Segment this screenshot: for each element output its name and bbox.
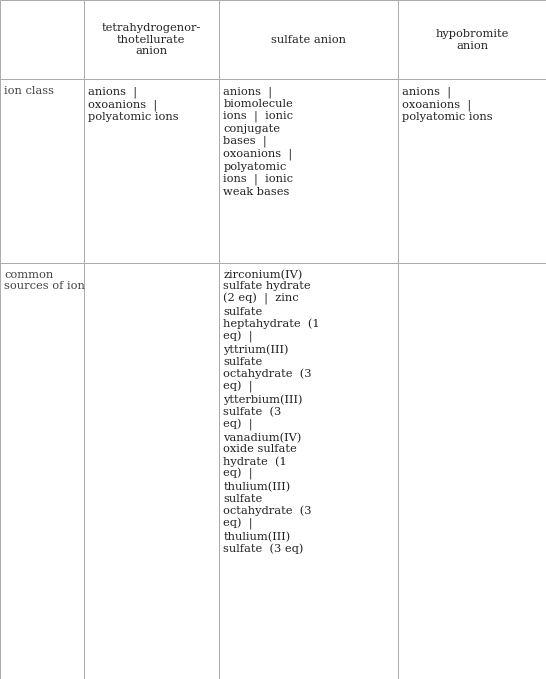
Text: anions  |
biomolecule
ions  |  ionic
conjugate
bases  |
oxoanions  |
polyatomic
: anions | biomolecule ions | ionic conjug… <box>223 86 293 196</box>
Text: sulfate anion: sulfate anion <box>271 35 346 45</box>
Text: zirconium(IV)
sulfate hydrate
(2 eq)  |  zinc
sulfate
heptahydrate  (1
eq)  |
yt: zirconium(IV) sulfate hydrate (2 eq) | z… <box>223 270 320 554</box>
Bar <box>219 79 398 263</box>
Bar <box>219 0 398 79</box>
Text: anions  |
oxoanions  |
polyatomic ions: anions | oxoanions | polyatomic ions <box>402 86 493 122</box>
Text: anions  |
oxoanions  |
polyatomic ions: anions | oxoanions | polyatomic ions <box>88 86 179 122</box>
Bar <box>0 0 84 79</box>
Bar <box>398 0 546 79</box>
Bar <box>219 263 398 679</box>
Bar <box>398 263 546 679</box>
Text: common
sources of ion: common sources of ion <box>4 270 85 291</box>
Bar <box>0 79 84 263</box>
Bar <box>84 79 219 263</box>
Bar <box>398 79 546 263</box>
Text: hypobromite
anion: hypobromite anion <box>435 29 509 50</box>
Text: ion class: ion class <box>4 86 55 96</box>
Bar <box>84 0 219 79</box>
Bar <box>0 263 84 679</box>
Bar <box>84 263 219 679</box>
Text: tetrahydrogenor-
thotellurate
anion: tetrahydrogenor- thotellurate anion <box>102 23 201 56</box>
